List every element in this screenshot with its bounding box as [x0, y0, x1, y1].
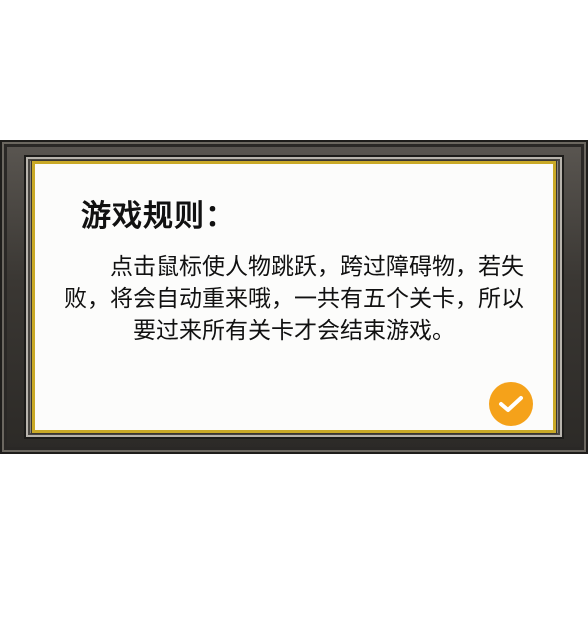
frame-gold-trim	[32, 161, 556, 433]
check-icon	[499, 396, 523, 412]
rules-dialog-frame: 游戏规则： 点击鼠标使人物跳跃，跨过障碍物，若失败，将会自动重来哦，一共有五个关…	[0, 140, 588, 454]
rules-dialog-panel: 游戏规则： 点击鼠标使人物跳跃，跨过障碍物，若失败，将会自动重来哦，一共有五个关…	[35, 164, 553, 430]
confirm-button[interactable]	[489, 382, 533, 426]
rules-body-text: 点击鼠标使人物跳跃，跨过障碍物，若失败，将会自动重来哦，一共有五个关卡，所以要过…	[64, 254, 524, 344]
rules-title: 游戏规则：	[81, 199, 236, 234]
